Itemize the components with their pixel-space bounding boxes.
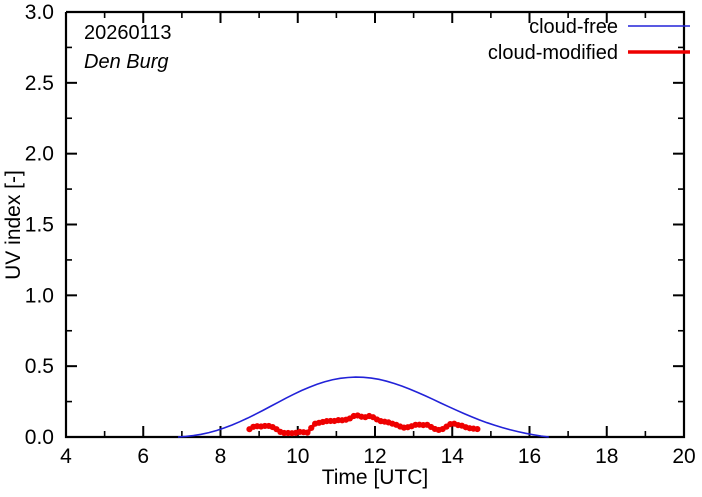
plot-frame <box>64 10 686 439</box>
legend-label-cloud-modified: cloud-modified <box>488 42 618 64</box>
legend: cloud-free cloud-modified <box>488 16 690 64</box>
x-axis-tick-labels: 4 6 8 10 12 14 16 18 20 <box>60 445 696 468</box>
y-tick-label: 1.5 <box>25 214 54 237</box>
x-tick-label: 4 <box>60 445 72 468</box>
y-axis-minor-ticks <box>66 46 684 403</box>
legend-label-cloud-free: cloud-free <box>529 16 618 38</box>
y-tick-label: 2.5 <box>25 72 54 95</box>
data-point <box>308 424 315 432</box>
y-axis-tick-labels: 0.0 0.5 1.0 1.5 2.0 2.5 3.0 <box>25 1 54 449</box>
x-tick-label: 18 <box>595 445 618 468</box>
y-tick-label: 1.0 <box>25 284 54 307</box>
annotation-station: Den Burg <box>84 51 169 73</box>
y-tick-label: 0.0 <box>25 426 54 449</box>
y-tick-label: 3.0 <box>25 1 54 24</box>
x-axis-major-ticks <box>65 12 685 437</box>
y-tick-label: 0.5 <box>25 355 54 378</box>
x-tick-label: 12 <box>363 445 386 468</box>
data-point <box>304 429 311 436</box>
annotation-date: 20260113 <box>84 22 172 44</box>
y-axis-title: UV index [-] <box>2 170 25 280</box>
x-tick-label: 8 <box>215 445 227 468</box>
x-tick-label: 20 <box>672 445 695 468</box>
series-cloud-modified-points <box>246 412 481 437</box>
x-axis-title: Time [UTC] <box>322 466 429 489</box>
y-tick-label: 2.0 <box>25 143 54 166</box>
x-tick-label: 6 <box>137 445 149 468</box>
y-axis-major-ticks <box>66 11 684 438</box>
x-tick-label: 14 <box>441 445 465 468</box>
x-axis-minor-ticks <box>103 12 647 437</box>
x-tick-label: 16 <box>518 445 541 468</box>
x-tick-label: 10 <box>286 445 309 468</box>
data-point <box>474 425 481 433</box>
series-cloud-free-line <box>177 376 549 438</box>
